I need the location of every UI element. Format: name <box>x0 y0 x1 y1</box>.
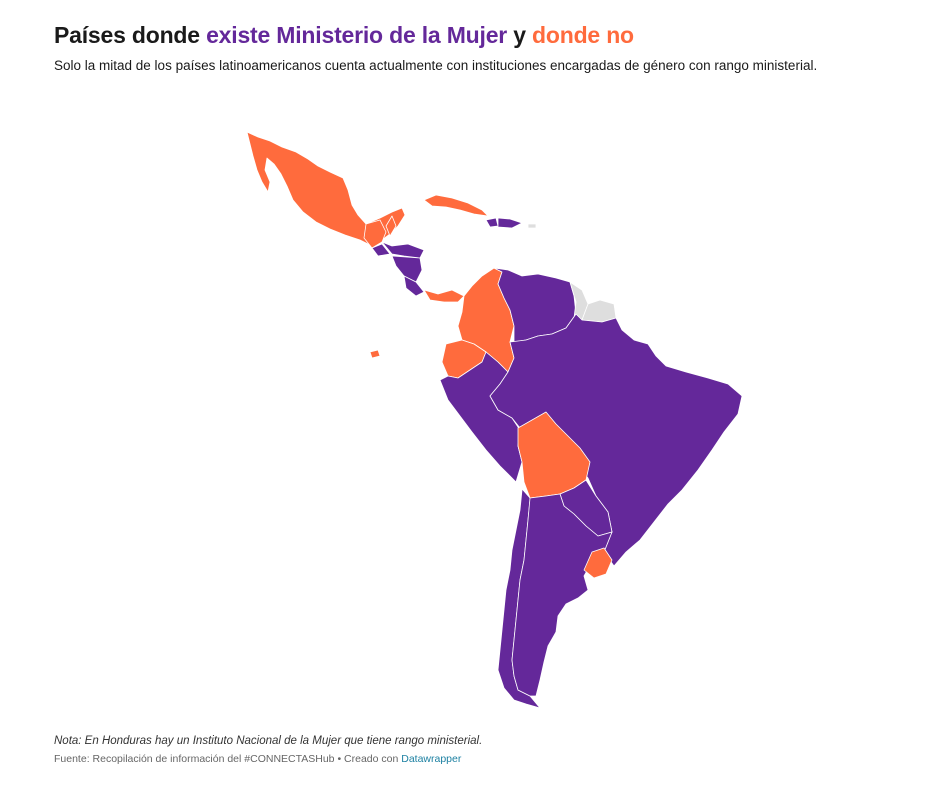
country-honduras[interactable] <box>381 241 425 259</box>
title-highlight-existe: existe Ministerio de la Mujer <box>206 22 508 48</box>
country-uruguay[interactable] <box>583 547 613 579</box>
country-haiti[interactable] <box>485 217 499 228</box>
chart-note: Nota: En Honduras hay un Instituto Nacio… <box>54 735 483 747</box>
chart-header: Países donde existe Ministerio de la Muj… <box>54 20 914 74</box>
title-part-3: y <box>507 22 533 48</box>
country-mexico[interactable] <box>246 131 406 247</box>
country-cuba[interactable] <box>423 194 489 217</box>
chart-subtitle: Solo la mitad de los países latinoameric… <box>54 58 818 73</box>
chart-source: Fuente: Recopilación de información del … <box>54 752 914 766</box>
country-panama[interactable] <box>423 289 465 303</box>
title-part-1: Países donde <box>54 22 207 48</box>
country-puerto-rico <box>527 223 537 229</box>
country-costa-rica[interactable] <box>403 275 425 297</box>
title-highlight-donde-no: donde no <box>532 22 634 48</box>
country-el-salvador[interactable] <box>371 243 391 257</box>
chart-footer: Nota: En Honduras hay un Instituto Nacio… <box>54 734 914 766</box>
country-dominican-republic[interactable] <box>497 217 523 229</box>
country-belize[interactable] <box>385 215 397 237</box>
datawrapper-link[interactable]: Datawrapper <box>401 753 462 765</box>
country-argentina[interactable] <box>511 493 613 697</box>
source-text: Fuente: Recopilación de información del … <box>54 753 402 765</box>
chart-title: Países donde existe Ministerio de la Muj… <box>54 20 914 50</box>
country-galapagos[interactable] <box>369 349 381 359</box>
